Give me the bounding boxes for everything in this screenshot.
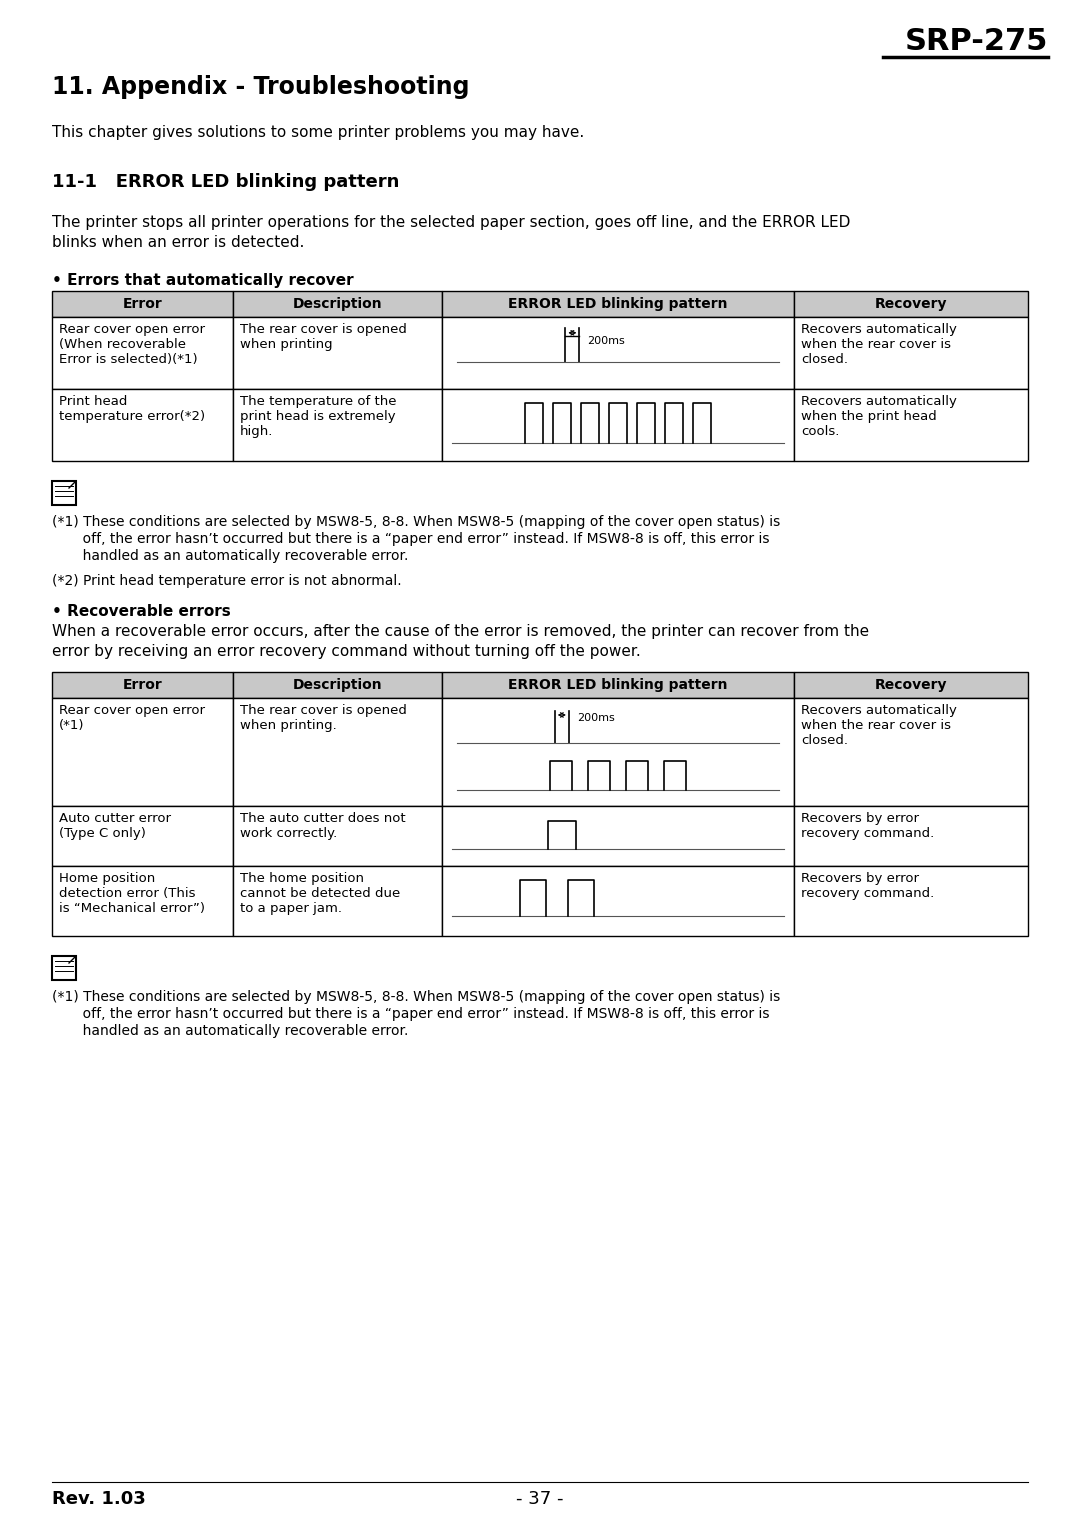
Text: The home position
cannot be detected due
to a paper jam.: The home position cannot be detected due… [240,872,400,915]
Text: Rear cover open error
(When recoverable
Error is selected)(*1): Rear cover open error (When recoverable … [59,324,205,366]
Text: Recovers automatically
when the print head
cools.: Recovers automatically when the print he… [800,395,957,438]
Text: ERROR LED blinking pattern: ERROR LED blinking pattern [509,296,728,312]
Bar [52,481,76,505]
Text: 200ms: 200ms [577,713,615,722]
Text: • Errors that automatically recover: • Errors that automatically recover [52,273,353,289]
Bar [52,389,232,461]
Bar [232,318,443,389]
Text: off, the error hasn’t occurred but there is a “paper end error” instead. If MSW8: off, the error hasn’t occurred but there… [52,1006,769,1022]
Text: Home position
detection error (This
is “Mechanical error”): Home position detection error (This is “… [59,872,205,915]
Bar [52,866,232,936]
Text: Recovers by error
recovery command.: Recovers by error recovery command. [800,872,934,899]
Text: The temperature of the
print head is extremely
high.: The temperature of the print head is ext… [240,395,396,438]
Bar [794,672,1028,698]
Text: 11. Appendix - Troubleshooting: 11. Appendix - Troubleshooting [52,75,470,99]
Bar [52,318,232,389]
Bar [443,318,794,389]
Text: The printer stops all printer operations for the selected paper section, goes of: The printer stops all printer operations… [52,215,850,231]
Text: - 37 -: - 37 - [516,1490,564,1509]
Text: ERROR LED blinking pattern: ERROR LED blinking pattern [509,678,728,692]
Text: (*1) These conditions are selected by MSW8-5, 8-8. When MSW8-5 (mapping of the c: (*1) These conditions are selected by MS… [52,989,780,1003]
Text: 200ms: 200ms [588,336,625,345]
Text: 11-1   ERROR LED blinking pattern: 11-1 ERROR LED blinking pattern [52,173,400,191]
Text: Error: Error [122,678,162,692]
Bar [443,672,794,698]
Text: • Recoverable errors: • Recoverable errors [52,605,231,618]
Text: Description: Description [293,296,382,312]
Bar [52,956,76,980]
Bar [232,292,443,318]
Text: Rev. 1.03: Rev. 1.03 [52,1490,146,1509]
Bar [232,672,443,698]
Text: Rear cover open error
(*1): Rear cover open error (*1) [59,704,205,731]
Bar [794,389,1028,461]
Bar [232,806,443,866]
Bar [232,698,443,806]
Bar [443,389,794,461]
Text: Recovers by error
recovery command.: Recovers by error recovery command. [800,812,934,840]
Bar [443,698,794,806]
Text: Error: Error [122,296,162,312]
Text: Recovery: Recovery [875,678,947,692]
Text: The rear cover is opened
when printing: The rear cover is opened when printing [240,324,406,351]
Bar [794,292,1028,318]
Bar [443,292,794,318]
Text: The auto cutter does not
work correctly.: The auto cutter does not work correctly. [240,812,405,840]
Bar [232,866,443,936]
Text: Auto cutter error
(Type C only): Auto cutter error (Type C only) [59,812,171,840]
Text: handled as an automatically recoverable error.: handled as an automatically recoverable … [52,1025,408,1038]
Text: handled as an automatically recoverable error.: handled as an automatically recoverable … [52,550,408,563]
Text: error by receiving an error recovery command without turning off the power.: error by receiving an error recovery com… [52,644,640,660]
Text: When a recoverable error occurs, after the cause of the error is removed, the pr: When a recoverable error occurs, after t… [52,625,869,638]
Text: (*2) Print head temperature error is not abnormal.: (*2) Print head temperature error is not… [52,574,402,588]
Text: The rear cover is opened
when printing.: The rear cover is opened when printing. [240,704,406,731]
Text: Print head
temperature error(*2): Print head temperature error(*2) [59,395,205,423]
Text: SRP-275: SRP-275 [905,27,1048,56]
Bar [443,866,794,936]
Text: (*1) These conditions are selected by MSW8-5, 8-8. When MSW8-5 (mapping of the c: (*1) These conditions are selected by MS… [52,515,780,528]
Text: This chapter gives solutions to some printer problems you may have.: This chapter gives solutions to some pri… [52,125,584,140]
Text: blinks when an error is detected.: blinks when an error is detected. [52,235,305,250]
Text: off, the error hasn’t occurred but there is a “paper end error” instead. If MSW8: off, the error hasn’t occurred but there… [52,531,769,547]
Text: Recovery: Recovery [875,296,947,312]
Bar [232,389,443,461]
Bar [52,806,232,866]
Bar [52,292,232,318]
Bar [794,698,1028,806]
Text: Description: Description [293,678,382,692]
Bar [794,318,1028,389]
Bar [794,866,1028,936]
Bar [443,806,794,866]
Bar [52,698,232,806]
Bar [52,672,232,698]
Text: Recovers automatically
when the rear cover is
closed.: Recovers automatically when the rear cov… [800,324,957,366]
Text: Recovers automatically
when the rear cover is
closed.: Recovers automatically when the rear cov… [800,704,957,747]
Bar [794,806,1028,866]
